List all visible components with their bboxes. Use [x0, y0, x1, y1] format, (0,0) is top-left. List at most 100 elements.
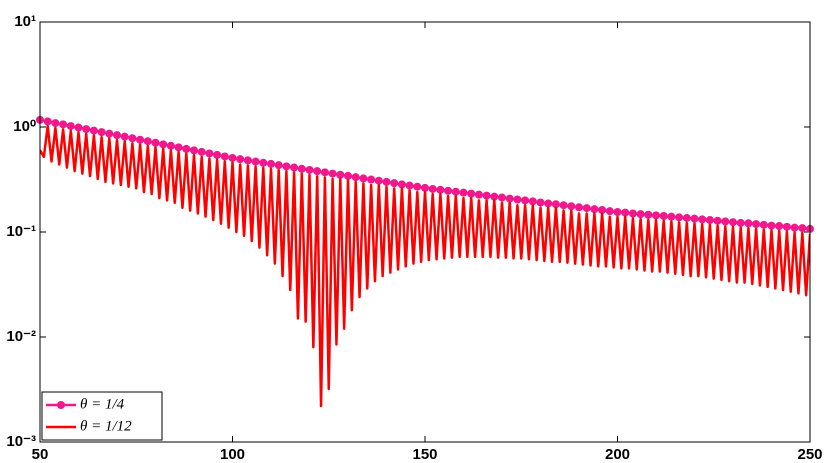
marker: [459, 188, 468, 197]
marker: [752, 220, 761, 229]
marker: [798, 224, 807, 233]
marker: [274, 161, 283, 170]
plot-frame: [39, 21, 811, 443]
marker: [528, 197, 537, 206]
marker: [721, 217, 730, 226]
marker: [297, 164, 306, 173]
marker: [698, 215, 707, 224]
marker: [744, 219, 753, 228]
legend-label: θ = 1/4: [80, 396, 125, 412]
marker: [105, 129, 114, 138]
marker: [436, 185, 445, 194]
marker: [451, 187, 460, 196]
marker: [89, 126, 98, 135]
marker: [598, 206, 607, 215]
marker: [166, 141, 175, 150]
marker: [205, 149, 214, 158]
marker: [482, 191, 491, 200]
marker: [236, 155, 245, 164]
marker: [405, 181, 414, 190]
y-tick-label: 10⁻³: [6, 433, 36, 450]
y-tick-label: 10¹: [14, 13, 36, 30]
marker: [290, 163, 299, 172]
marker: [182, 144, 191, 153]
marker: [775, 222, 784, 231]
marker: [66, 122, 75, 131]
y-tick-label: 10⁻¹: [6, 223, 36, 240]
marker: [113, 131, 121, 140]
marker: [544, 199, 553, 208]
marker: [444, 186, 453, 195]
marker: [320, 168, 329, 177]
marker: [621, 208, 630, 217]
x-tick-label: 250: [797, 446, 822, 463]
marker: [513, 195, 522, 204]
marker: [305, 165, 314, 174]
marker: [790, 223, 799, 232]
x-tick-label: 150: [412, 446, 437, 463]
marker: [567, 202, 576, 211]
marker: [367, 175, 376, 184]
y-tick-label: 10⁻²: [6, 328, 36, 345]
marker: [51, 119, 60, 128]
marker: [344, 171, 352, 180]
marker: [559, 201, 568, 210]
marker: [474, 190, 483, 199]
marker: [128, 134, 137, 143]
marker: [143, 137, 152, 146]
series-line: [40, 124, 810, 408]
marker: [498, 193, 506, 202]
marker: [59, 120, 68, 129]
marker: [159, 140, 168, 149]
marker: [374, 176, 383, 185]
marker: [659, 212, 668, 221]
marker: [759, 220, 768, 229]
marker: [536, 198, 545, 207]
marker: [413, 182, 422, 191]
marker: [605, 207, 614, 216]
marker: [428, 184, 437, 193]
marker: [705, 216, 714, 225]
marker: [74, 123, 83, 132]
x-tick-label: 50: [32, 446, 49, 463]
marker: [220, 152, 229, 161]
marker: [190, 146, 198, 155]
marker: [713, 216, 722, 225]
marker: [336, 170, 345, 179]
marker: [421, 183, 429, 192]
marker: [767, 221, 776, 230]
marker: [667, 212, 676, 221]
x-tick-label: 200: [605, 446, 630, 463]
marker: [267, 159, 275, 168]
marker: [736, 218, 745, 227]
marker: [174, 143, 183, 152]
marker: [243, 156, 252, 165]
marker: [505, 194, 514, 203]
marker: [313, 167, 322, 176]
marker: [490, 192, 499, 201]
marker: [675, 213, 684, 222]
marker: [682, 213, 691, 222]
marker: [636, 210, 645, 219]
marker: [251, 157, 260, 166]
marker: [228, 153, 237, 162]
marker: [690, 214, 699, 223]
marker: [382, 177, 391, 186]
marker: [43, 117, 52, 126]
marker: [151, 138, 160, 147]
marker: [521, 196, 530, 205]
marker: [97, 128, 106, 137]
marker: [628, 209, 637, 218]
marker: [82, 125, 91, 134]
marker: [782, 222, 791, 231]
marker: [575, 203, 583, 212]
marker: [213, 150, 222, 159]
marker: [729, 218, 737, 227]
legend-marker: [57, 401, 65, 409]
legend-label: θ = 1/12: [80, 418, 132, 434]
marker: [390, 179, 399, 188]
x-tick-label: 100: [220, 446, 245, 463]
marker: [351, 173, 360, 182]
marker: [652, 211, 660, 220]
